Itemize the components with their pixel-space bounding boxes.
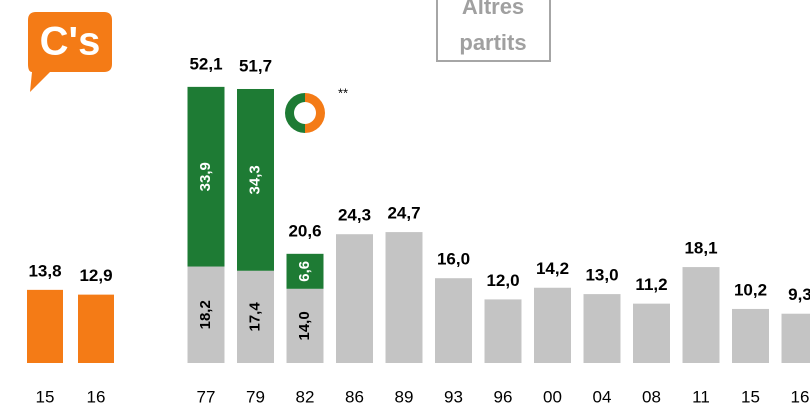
- x-tick-label: 96: [494, 387, 513, 406]
- chart-title: partits: [459, 30, 526, 55]
- bar-segment: [187, 266, 225, 363]
- bar-segment: [534, 287, 571, 363]
- bar-segment: [286, 253, 324, 289]
- chart-title: Altres: [462, 0, 524, 19]
- value-label: 12,9: [79, 266, 112, 285]
- segment-label: 14,0: [296, 311, 313, 340]
- bar-segment: [781, 313, 810, 363]
- bar-segment: [732, 308, 769, 363]
- x-tick-label: 16: [87, 387, 106, 406]
- x-tick-label: 00: [543, 387, 562, 406]
- x-tick-label: 86: [345, 387, 364, 406]
- value-label: 13,0: [585, 266, 618, 285]
- bar-segment: [237, 270, 274, 363]
- total-label: 20,6: [288, 221, 321, 240]
- value-label: 16,0: [437, 250, 470, 269]
- bar-segment: [336, 234, 373, 363]
- bar-segment: [633, 303, 670, 363]
- x-tick-label: 08: [642, 387, 661, 406]
- bar-segment: [435, 278, 472, 363]
- x-tick-label: 79: [246, 387, 265, 406]
- x-tick-label: 77: [197, 387, 216, 406]
- value-label: 11,2: [635, 275, 667, 294]
- x-tick-label: 15: [741, 387, 760, 406]
- value-label: 18,1: [684, 239, 717, 258]
- value-label: 9,3: [788, 285, 810, 304]
- total-label: 51,7: [239, 56, 272, 75]
- total-label: 52,1: [189, 54, 222, 73]
- value-label: 10,2: [734, 280, 767, 299]
- x-tick-label: 89: [395, 387, 414, 406]
- bar-segment: [385, 232, 423, 363]
- bar-segment: [583, 294, 621, 363]
- segment-label: 17,4: [246, 302, 263, 332]
- value-label: 24,3: [338, 206, 371, 225]
- value-label: 14,2: [536, 259, 569, 278]
- x-tick-label: 11: [692, 387, 710, 406]
- logo-text: C's: [40, 20, 101, 64]
- x-tick-label: 16: [791, 387, 810, 406]
- value-label: 12,0: [486, 271, 519, 290]
- segment-label: 18,2: [197, 300, 214, 329]
- bar-segment: [187, 86, 225, 267]
- bar-segment: [484, 299, 522, 363]
- x-tick-label: 15: [36, 387, 55, 406]
- value-label: 13,8: [28, 261, 61, 280]
- segment-label: 6,6: [296, 261, 313, 282]
- bar-segment: [237, 88, 274, 271]
- annotation: **: [338, 85, 348, 100]
- x-tick-label: 82: [296, 387, 315, 406]
- logo-bubble: [28, 12, 112, 92]
- bar: [78, 294, 114, 363]
- title-box: [436, 0, 551, 62]
- segment-label: 33,9: [197, 162, 214, 191]
- segment-label: 34,3: [246, 165, 263, 194]
- value-label: 24,7: [387, 204, 420, 223]
- x-tick-label: 04: [593, 387, 612, 406]
- bar-segment: [682, 267, 720, 363]
- donut-icon: [285, 93, 325, 133]
- x-tick-label: 93: [444, 387, 463, 406]
- bar: [27, 289, 63, 363]
- bar-segment: [286, 288, 324, 363]
